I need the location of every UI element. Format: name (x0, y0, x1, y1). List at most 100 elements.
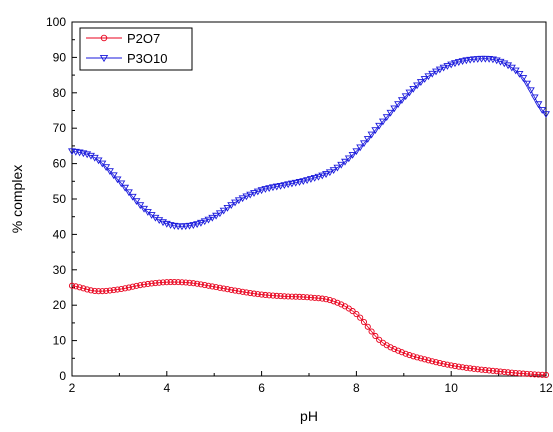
data-point (429, 358, 436, 365)
data-point (291, 179, 300, 187)
data-point (94, 157, 103, 165)
data-point (463, 364, 470, 371)
data-point (277, 293, 284, 300)
y-tick-label: 20 (53, 298, 67, 312)
data-point (171, 279, 178, 286)
data-point (311, 294, 318, 301)
data-point (87, 287, 95, 294)
tick-labels: 2 4 6 8 10 12 0 10 20 30 40 50 60 70 80 90 100 (46, 15, 553, 395)
data-point (261, 186, 270, 193)
data-point (304, 294, 311, 301)
data-point (482, 367, 489, 374)
data-point (246, 191, 255, 199)
data-point (239, 288, 246, 295)
data-point (213, 284, 220, 291)
data-point (391, 346, 398, 353)
y-axis-title: % complex (9, 165, 25, 233)
data-point (269, 292, 277, 299)
data-point (224, 286, 231, 293)
data-point (186, 279, 193, 286)
data-point (91, 287, 98, 295)
legend-box (79, 27, 193, 71)
data-point (292, 293, 299, 300)
data-point (395, 347, 402, 354)
data-point (451, 363, 459, 370)
data-point (386, 109, 395, 117)
data-point (155, 217, 164, 225)
data-point (322, 171, 331, 178)
data-point (542, 371, 550, 378)
x-tick-label: 2 (69, 381, 76, 395)
data-point (234, 197, 243, 205)
data-point (413, 82, 422, 90)
data-point (287, 180, 296, 188)
data-point (526, 87, 535, 95)
data-point (125, 284, 132, 291)
data-point (443, 63, 452, 70)
data-point (280, 182, 289, 189)
data-point (337, 161, 346, 169)
data-point (177, 223, 186, 231)
data-point (428, 70, 437, 78)
y-tick-label: 60 (53, 157, 67, 171)
data-point (371, 127, 380, 135)
legend: P2O7 P3O10 (79, 27, 193, 71)
data-point (511, 67, 520, 75)
data-point (232, 287, 239, 294)
data-point (376, 336, 383, 343)
data-point (530, 94, 539, 102)
data-point (299, 178, 308, 185)
y-tick-label: 0 (59, 369, 66, 383)
data-point (323, 296, 330, 303)
data-point (454, 59, 463, 66)
data-point (254, 291, 261, 298)
data-point (227, 202, 236, 209)
data-point (538, 107, 547, 114)
data-point (352, 148, 361, 156)
data-point (159, 279, 167, 286)
data-point (508, 369, 515, 376)
data-point (231, 199, 240, 207)
data-point (497, 368, 504, 375)
data-point (182, 279, 189, 286)
data-point (102, 164, 111, 172)
data-point (421, 356, 428, 363)
data-point (539, 371, 546, 378)
data-point (152, 279, 159, 287)
data-point (205, 282, 212, 289)
data-point (406, 352, 413, 359)
data-point (360, 318, 368, 326)
data-point (523, 80, 532, 88)
data-point (268, 184, 277, 192)
y-tick-label: 50 (53, 192, 67, 206)
data-point (520, 370, 527, 377)
data-point (458, 58, 467, 65)
data-point (348, 151, 357, 159)
data-point (424, 73, 433, 81)
data-point (220, 285, 227, 292)
series-p3o10 (68, 55, 550, 231)
data-point (84, 286, 91, 293)
data-point (512, 369, 519, 377)
x-tick-label: 4 (163, 381, 170, 395)
x-tick-label: 10 (445, 381, 459, 395)
data-point (523, 370, 531, 377)
data-point (110, 286, 117, 294)
data-point (439, 64, 448, 72)
series-p2o7 (68, 279, 550, 378)
legend-item-p2o7: P2O7 (86, 31, 160, 46)
data-point (204, 216, 213, 224)
data-point (425, 357, 432, 364)
data-point (469, 56, 478, 64)
data-point (140, 205, 149, 213)
data-point (357, 314, 364, 321)
data-point (493, 368, 500, 375)
data-point (527, 371, 534, 378)
data-point (501, 368, 508, 375)
data-point (378, 118, 387, 126)
data-point (114, 286, 121, 293)
data-point (174, 223, 183, 231)
data-point (257, 187, 266, 195)
data-point (315, 295, 322, 302)
